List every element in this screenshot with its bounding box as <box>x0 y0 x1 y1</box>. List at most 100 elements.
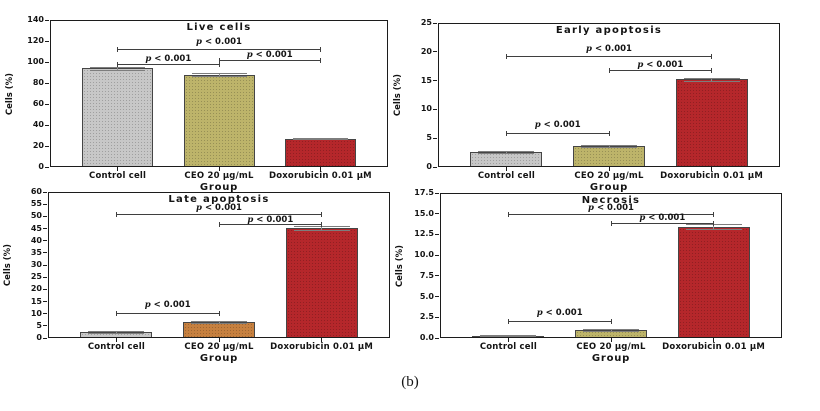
y-tick-label: 140 <box>27 15 44 24</box>
x-tick-mark <box>115 338 117 342</box>
significance-bracket-end <box>505 53 507 59</box>
error-cap-top <box>90 66 146 68</box>
y-tick-mark <box>435 213 439 215</box>
y-tick-label: 120 <box>27 36 44 45</box>
significance-bracket-end <box>117 47 119 53</box>
x-tick-mark <box>319 167 321 171</box>
y-tick-label: 20 <box>30 284 42 294</box>
significance-bracket-end <box>319 57 321 63</box>
significance-bracket-end <box>610 220 612 226</box>
y-tick-mark <box>43 313 47 315</box>
y-tick-label: 60 <box>32 99 44 108</box>
y-tick-mark <box>435 316 439 318</box>
p-value-label: p < 0.001 <box>145 54 192 65</box>
x-axis-label: Group <box>199 353 239 364</box>
p-value-label: p < 0.001 <box>246 49 293 60</box>
significance-bracket-end <box>218 62 220 68</box>
significance-bracket-end <box>711 53 713 59</box>
significance-bracket-end <box>319 47 321 53</box>
error-cap-top <box>683 77 740 79</box>
y-tick-label: 7.5 <box>419 270 434 280</box>
bar-doxorubicin-0-01-m <box>677 226 750 338</box>
y-tick-mark <box>43 191 47 193</box>
significance-bracket-line <box>219 59 321 61</box>
y-tick-label: 100 <box>27 57 44 66</box>
y-tick-mark <box>435 337 439 339</box>
y-tick-label: 25 <box>420 18 432 27</box>
x-tick-label-control-cell: Control cell <box>479 342 537 352</box>
x-tick-label-ceo-20-g-ml: CEO 20 μg/mL <box>184 342 254 352</box>
y-tick-mark <box>45 145 49 147</box>
x-axis-label: Group <box>199 182 239 193</box>
y-tick-mark <box>43 325 47 327</box>
y-tick-mark <box>43 215 47 217</box>
x-tick-mark <box>218 338 220 342</box>
y-tick-mark <box>433 137 437 139</box>
significance-bracket-end <box>713 220 715 226</box>
significance-bracket-end <box>321 211 323 217</box>
y-tick-label: 12.5 <box>414 229 434 239</box>
error-cap-bottom <box>581 146 637 148</box>
y-tick-label: 80 <box>32 78 44 87</box>
significance-bracket-line <box>506 133 609 135</box>
p-value-label: p < 0.001 <box>196 202 242 213</box>
y-tick-label: 15 <box>420 75 432 85</box>
error-cap-top <box>480 334 537 336</box>
y-tick-label: 2.5 <box>419 312 434 322</box>
significance-bracket-line <box>508 321 611 322</box>
y-tick-mark <box>45 82 49 84</box>
error-cap-bottom <box>292 139 348 141</box>
significance-bracket-end <box>610 319 612 324</box>
x-tick-mark <box>117 167 119 171</box>
y-tick-mark <box>43 240 47 242</box>
x-tick-mark <box>610 338 612 342</box>
bar-ceo-20-g-ml <box>183 74 255 167</box>
y-tick-label: 45 <box>30 223 42 233</box>
significance-bracket-end <box>608 131 610 137</box>
x-tick-mark <box>507 338 509 342</box>
y-tick-label: 25 <box>30 272 42 282</box>
chart-title-early-apoptosis: Early apoptosis <box>555 25 663 36</box>
error-cap-top <box>88 330 145 332</box>
error-cap-bottom <box>480 336 537 338</box>
y-tick-mark <box>433 51 437 53</box>
y-tick-mark <box>43 228 47 229</box>
figure-caption: (b) <box>401 374 419 390</box>
x-tick-mark <box>711 167 713 171</box>
y-tick-mark <box>433 80 437 82</box>
significance-bracket-end <box>321 221 323 227</box>
y-axis-label: Cells (%) <box>3 243 13 287</box>
y-tick-mark <box>45 166 49 168</box>
x-tick-label-ceo-20-g-ml: CEO 20 μg/mL <box>576 342 646 352</box>
p-value-label: p < 0.001 <box>588 202 634 213</box>
y-tick-mark <box>45 124 49 126</box>
y-tick-mark <box>433 166 437 168</box>
significance-bracket-line <box>117 49 321 51</box>
y-tick-label: 60 <box>30 187 42 196</box>
x-tick-label-doxorubicin-0-01-m: Doxorubicin 0.01 μM <box>662 342 766 352</box>
error-cap-top <box>191 321 247 323</box>
error-cap-top <box>478 150 535 152</box>
y-tick-mark <box>435 296 439 298</box>
chart-title-live-cells: Live cells <box>186 22 252 33</box>
y-tick-mark <box>433 22 437 24</box>
significance-bracket-end <box>505 131 507 137</box>
p-value-label: p < 0.001 <box>586 43 632 54</box>
p-value-label: p < 0.001 <box>247 214 294 225</box>
p-value-label: p < 0.001 <box>196 37 242 48</box>
significance-bracket-line <box>508 213 714 215</box>
error-bar-ceo-20-g-ml <box>218 73 220 76</box>
x-tick-label-control-cell: Control cell <box>89 171 147 181</box>
y-tick-label: 15 <box>30 296 42 306</box>
error-cap-bottom <box>88 332 145 334</box>
significance-bracket-end <box>711 68 713 74</box>
y-tick-mark <box>435 254 439 256</box>
y-tick-label: 40 <box>30 235 42 245</box>
chart-late-apoptosis: Late apoptosis 0 5 10 15 20 25 30 35 40 45 50 55 60 Ce… <box>3 187 390 364</box>
x-tick-mark <box>713 338 715 342</box>
significance-bracket-end <box>115 211 117 217</box>
x-tick-label-doxorubicin-0-01-m: Doxorubicin 0.01 μM <box>270 342 374 352</box>
error-bar-control-cell <box>117 66 119 70</box>
y-tick-mark <box>43 288 47 290</box>
error-cap-bottom <box>685 229 742 231</box>
